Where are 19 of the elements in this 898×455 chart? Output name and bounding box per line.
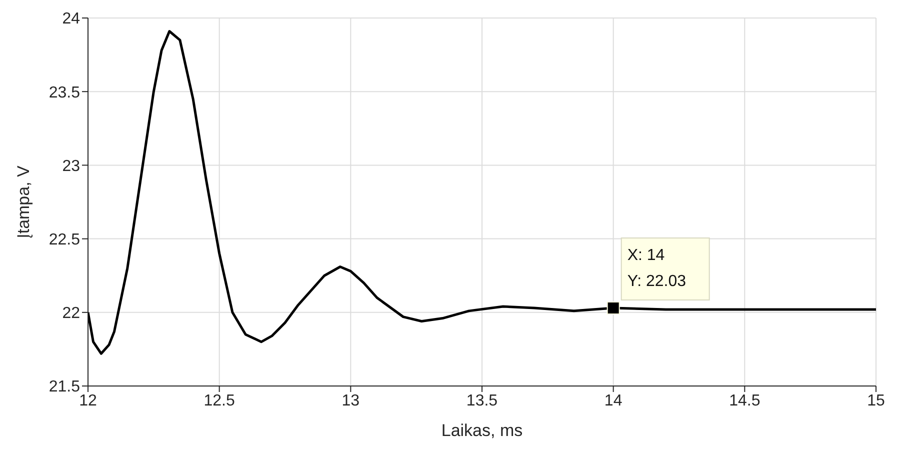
x-axis-title: Laikas, ms xyxy=(441,421,523,440)
y-axis-title: Įtampa, V xyxy=(14,164,34,238)
y-tick-label: 23 xyxy=(62,158,80,175)
line-series xyxy=(88,30,876,355)
x-tick-label: 13.5 xyxy=(466,392,498,410)
datatip-box: X: 14 Y: 22.03 xyxy=(620,237,710,300)
annotation: X: 14 xyxy=(627,246,665,264)
y-tick-label: 21.5 xyxy=(48,378,80,396)
x-tick-label: 12.5 xyxy=(204,392,236,410)
annotation: Y: 22.03 xyxy=(627,272,686,290)
x-tick-label: 13 xyxy=(342,392,360,410)
x-tick-label: 12 xyxy=(79,392,97,410)
x-tick-label: 14.5 xyxy=(729,392,760,410)
y-tick-label: 22 xyxy=(62,305,80,322)
x-tick-label: 14 xyxy=(604,392,622,410)
y-tick-label: 24 xyxy=(62,10,80,28)
x-tick-label: 15 xyxy=(867,392,885,410)
y-tick-label: 23.5 xyxy=(48,84,80,102)
y-tick-label: 22.5 xyxy=(48,231,80,248)
